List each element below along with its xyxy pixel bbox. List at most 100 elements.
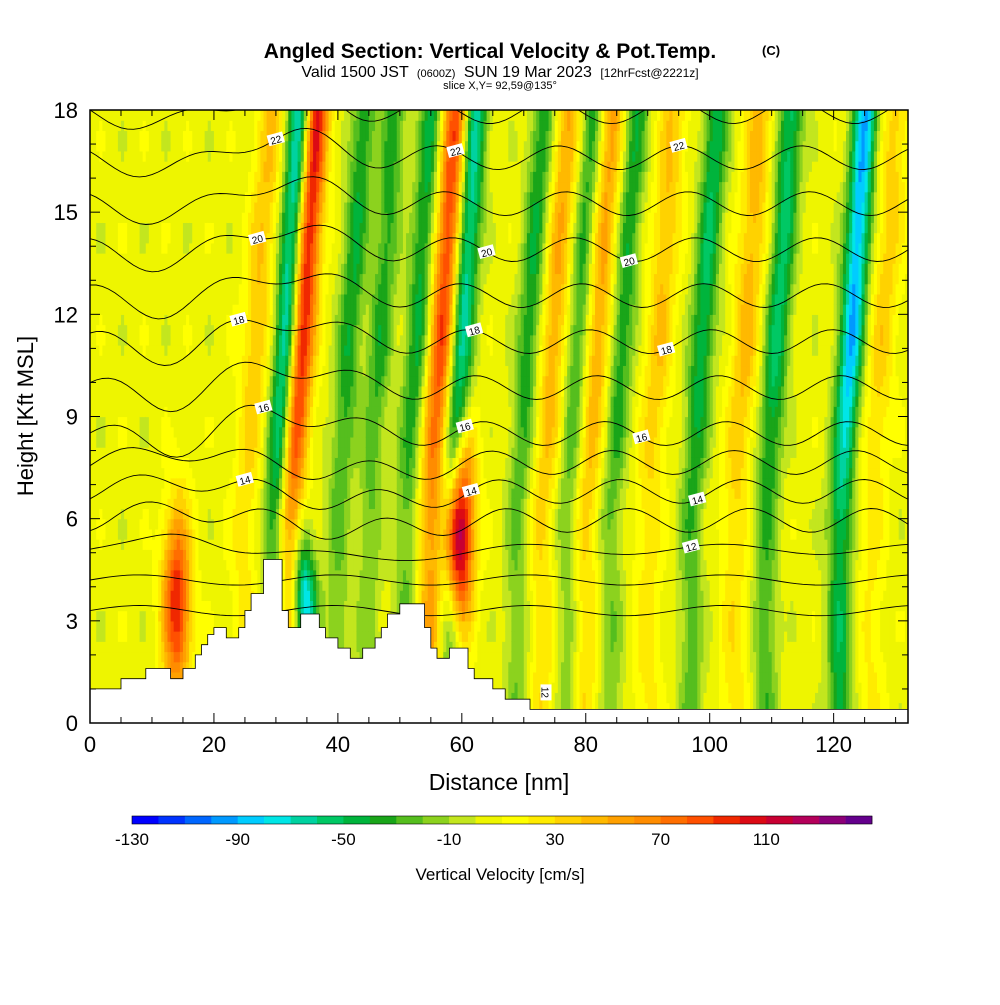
- velocity-cell: [334, 436, 339, 448]
- velocity-cell: [148, 344, 153, 356]
- velocity-cell: [105, 344, 110, 356]
- velocity-cell: [127, 263, 131, 275]
- velocity-cell: [161, 181, 165, 193]
- velocity-cell: [198, 253, 203, 264]
- velocity-cell: [313, 498, 317, 510]
- velocity-cell: [241, 385, 246, 397]
- velocity-cell: [251, 355, 255, 367]
- velocity-cell: [114, 508, 119, 520]
- velocity-cell: [257, 579, 262, 591]
- velocity-cell: [251, 416, 255, 428]
- velocity-cell: [130, 528, 134, 540]
- velocity-cell: [316, 130, 320, 142]
- velocity-cell: [213, 620, 218, 632]
- velocity-cell: [127, 457, 131, 469]
- velocity-cell: [217, 559, 221, 571]
- velocity-cell: [285, 600, 289, 612]
- velocity-cell: [263, 263, 268, 275]
- velocity-cell: [99, 140, 103, 152]
- velocity-cell: [328, 130, 333, 142]
- velocity-cell: [285, 467, 289, 479]
- velocity-cell: [223, 600, 227, 612]
- velocity-cell: [133, 253, 138, 264]
- velocity-cell: [309, 222, 314, 234]
- velocity-cell: [167, 212, 172, 223]
- velocity-cell: [263, 120, 268, 132]
- velocity-cell: [254, 579, 258, 591]
- velocity-cell: [198, 324, 203, 336]
- velocity-cell: [232, 222, 237, 234]
- velocity-cell: [337, 355, 342, 367]
- velocity-cell: [282, 161, 286, 172]
- velocity-cell: [93, 569, 97, 581]
- velocity-cell: [142, 549, 147, 561]
- velocity-cell: [158, 324, 162, 336]
- velocity-cell: [182, 130, 187, 142]
- velocity-cell: [198, 273, 203, 285]
- velocity-cell: [229, 528, 234, 540]
- velocity-cell: [309, 549, 314, 561]
- velocity-cell: [226, 447, 231, 458]
- velocity-cell: [164, 620, 169, 632]
- velocity-cell: [226, 508, 231, 520]
- velocity-cell: [282, 549, 286, 561]
- velocity-cell: [226, 242, 231, 254]
- velocity-cell: [322, 610, 327, 622]
- velocity-cell: [309, 416, 314, 428]
- velocity-cell: [319, 130, 323, 142]
- velocity-cell: [257, 426, 262, 438]
- velocity-cell: [142, 161, 147, 172]
- velocity-cell: [303, 549, 308, 561]
- velocity-cell: [260, 447, 265, 458]
- velocity-cell: [102, 150, 107, 162]
- velocity-cell: [282, 416, 286, 428]
- velocity-cell: [195, 590, 200, 601]
- velocity-cell: [232, 293, 237, 305]
- velocity-cell: [306, 590, 311, 601]
- velocity-cell: [294, 120, 299, 132]
- velocity-cell: [189, 232, 193, 244]
- velocity-cell: [145, 191, 150, 203]
- velocity-cell: [244, 242, 249, 254]
- velocity-cell: [139, 498, 144, 510]
- velocity-cell: [114, 212, 119, 223]
- velocity-cell: [288, 559, 292, 571]
- velocity-cell: [105, 263, 110, 275]
- velocity-cell: [316, 488, 320, 499]
- velocity-cell: [266, 508, 271, 520]
- velocity-cell: [182, 273, 187, 285]
- velocity-cell: [117, 253, 122, 264]
- velocity-cell: [254, 161, 258, 172]
- velocity-cell: [275, 201, 280, 213]
- velocity-cell: [120, 171, 125, 183]
- velocity-cell: [120, 539, 125, 550]
- velocity-cell: [93, 232, 97, 244]
- velocity-cell: [93, 436, 97, 448]
- velocity-cell: [337, 110, 342, 121]
- velocity-cell: [257, 385, 262, 397]
- velocity-cell: [300, 181, 305, 193]
- velocity-cell: [120, 212, 125, 223]
- velocity-cell: [313, 375, 317, 387]
- velocity-cell: [93, 242, 97, 254]
- velocity-cell: [344, 314, 348, 326]
- velocity-cell: [133, 355, 138, 367]
- velocity-cell: [186, 620, 190, 632]
- velocity-cell: [331, 436, 336, 448]
- velocity-cell: [297, 559, 302, 571]
- velocity-cell: [266, 324, 271, 336]
- velocity-cell: [257, 416, 262, 428]
- velocity-cell: [337, 447, 342, 458]
- velocity-cell: [90, 569, 94, 581]
- velocity-cell: [229, 344, 234, 356]
- velocity-cell: [316, 283, 320, 295]
- velocity-cell: [288, 436, 292, 448]
- velocity-cell: [263, 110, 268, 121]
- velocity-cell: [328, 436, 333, 448]
- velocity-cell: [204, 416, 209, 428]
- velocity-cell: [213, 304, 218, 315]
- velocity-cell: [148, 590, 153, 601]
- velocity-cell: [266, 549, 271, 561]
- velocity-cell: [229, 263, 234, 275]
- velocity-cell: [136, 508, 141, 520]
